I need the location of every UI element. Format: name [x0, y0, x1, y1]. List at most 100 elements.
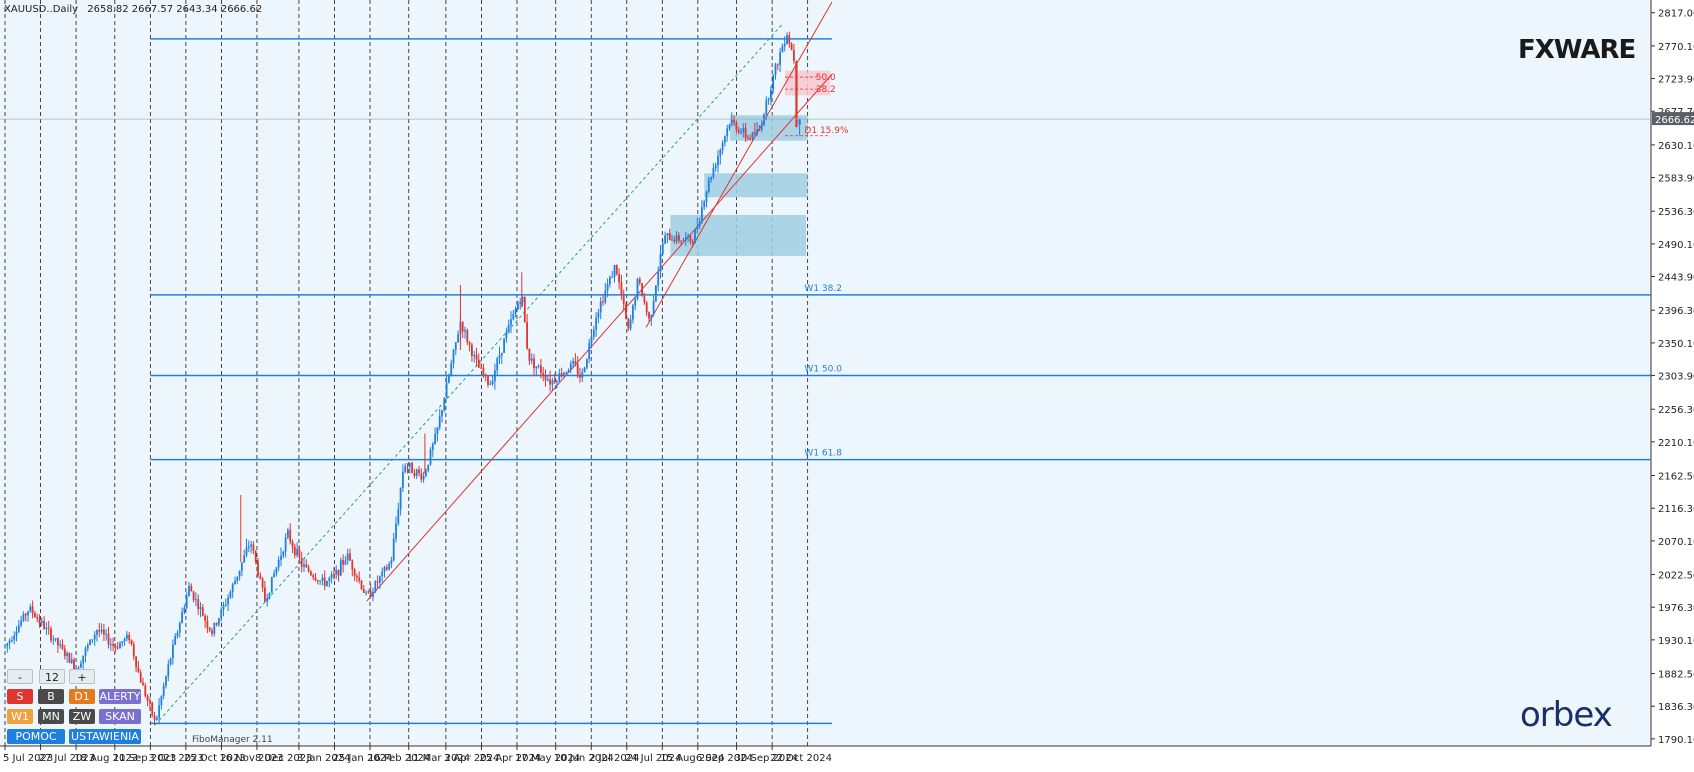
candle-body	[487, 375, 489, 385]
help-button[interactable]: POMOC	[7, 729, 65, 744]
candle-body	[569, 363, 572, 371]
candle-body	[257, 561, 259, 576]
candle-body	[503, 338, 505, 353]
w1-button[interactable]: W1	[7, 709, 33, 724]
candle-body	[312, 575, 315, 578]
candle-body	[314, 577, 317, 581]
candle-body	[434, 434, 436, 445]
candle-body	[146, 695, 149, 701]
candle-body	[627, 318, 630, 329]
mn-button[interactable]: MN	[38, 709, 64, 724]
candle-body	[530, 358, 533, 361]
candle-body	[40, 620, 43, 624]
candle-body	[376, 581, 379, 583]
candle-body	[176, 632, 179, 637]
candle-body	[498, 355, 501, 359]
candle-body	[222, 605, 225, 610]
candle-body	[17, 625, 20, 632]
candle-body	[192, 591, 195, 600]
candle-body	[744, 128, 747, 138]
candle-body	[360, 580, 363, 590]
candle-body	[227, 597, 229, 605]
candle-body	[783, 43, 786, 47]
candle-body	[574, 361, 577, 365]
candle-body	[689, 235, 692, 242]
candle-body	[379, 576, 381, 583]
candle-body	[300, 557, 303, 567]
candle-body	[473, 355, 476, 357]
candle-body	[714, 165, 717, 169]
count-display[interactable]: 12	[39, 669, 65, 684]
candle-body	[747, 137, 749, 139]
d1-button[interactable]: D1	[69, 689, 95, 704]
candle-body	[625, 303, 627, 319]
sell-button[interactable]: S	[7, 689, 33, 704]
candle-body	[680, 240, 683, 242]
candle-body	[404, 466, 407, 472]
candle-body	[59, 644, 62, 646]
candle-body	[494, 370, 496, 382]
candle-body	[622, 295, 625, 304]
plot-area	[0, 0, 1651, 746]
candle-body	[273, 573, 275, 577]
candle-body	[252, 544, 255, 551]
candle-body	[448, 375, 450, 383]
candle-body	[528, 348, 531, 361]
candle-body	[507, 324, 510, 332]
candle-body	[551, 380, 554, 385]
x-tick-label: 3 Oct 2023	[148, 753, 203, 764]
candle-body	[645, 302, 648, 313]
settings-button[interactable]: USTAWIENIA	[69, 729, 141, 744]
increase-button[interactable]: +	[69, 669, 95, 684]
candle-body	[326, 581, 328, 586]
candle-body	[710, 177, 712, 180]
y-tick-label: 1882.50	[1658, 670, 1694, 681]
y-tick-label: 2210.10	[1658, 438, 1694, 449]
candle-body	[250, 544, 252, 547]
alerts-button[interactable]: ALERTY	[99, 689, 141, 704]
buy-button[interactable]: B	[38, 689, 64, 704]
candle-body	[201, 607, 204, 616]
fib-level-label: W1 50.0	[804, 364, 842, 374]
candle-body	[126, 634, 128, 639]
scan-button[interactable]: SKAN	[99, 709, 141, 724]
candle-body	[758, 129, 761, 131]
candle-body	[268, 592, 271, 599]
candle-body	[425, 470, 427, 476]
candle-body	[218, 618, 220, 625]
candle-body	[767, 98, 770, 101]
candle-body	[475, 355, 478, 360]
y-tick-label: 1836.30	[1658, 702, 1694, 713]
candle-body	[8, 640, 11, 644]
candle-body	[82, 655, 85, 664]
candle-body	[114, 645, 117, 648]
candle-body	[70, 659, 73, 663]
x-tick-label: 25 Jan 2024	[332, 753, 392, 764]
candle-body	[466, 330, 469, 343]
candle-body	[57, 638, 59, 646]
trendline	[645, 1, 833, 328]
x-tick-label: 2 Jul 2024	[589, 753, 639, 764]
candle-body	[795, 63, 798, 128]
candle-body	[289, 529, 292, 542]
candle-body	[4, 646, 6, 648]
candle-body	[34, 613, 36, 618]
candle-body	[197, 599, 200, 610]
candle-body	[206, 620, 209, 628]
candle-body	[540, 365, 542, 374]
y-tick-label: 2303.90	[1658, 372, 1694, 383]
candle-body	[484, 374, 487, 376]
candle-body	[726, 128, 729, 137]
candle-body	[719, 149, 722, 156]
candle-body	[632, 305, 634, 320]
candle-body	[666, 233, 669, 236]
candle-body	[204, 615, 206, 621]
candle-body	[774, 64, 777, 75]
candle-body	[599, 301, 602, 313]
decrease-button[interactable]: -	[7, 669, 33, 684]
zw-button[interactable]: ZW	[69, 709, 95, 724]
candle-body	[592, 329, 595, 338]
candle-body	[406, 466, 409, 468]
